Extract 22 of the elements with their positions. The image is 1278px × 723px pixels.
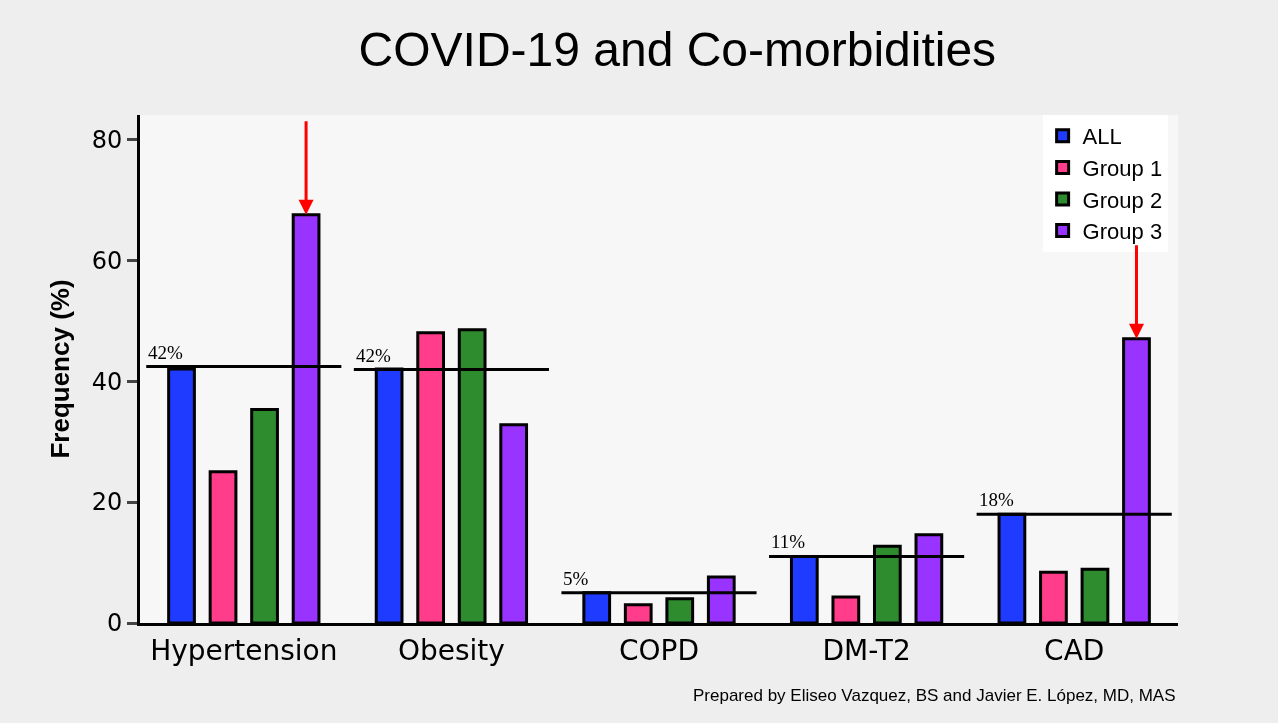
x-tick-label: DM-T2 xyxy=(822,633,911,667)
x-tick-label: Obesity xyxy=(397,633,505,667)
ref-line-label: 11% xyxy=(771,531,806,552)
legend-label: ALL xyxy=(1082,124,1122,150)
x-tick-label: Hypertension xyxy=(150,633,338,667)
legend-label: Group 1 xyxy=(1082,155,1163,181)
y-tick-label: 0 xyxy=(106,609,123,638)
ref-line-label: 42% xyxy=(356,345,391,366)
ref-line-label: 42% xyxy=(148,342,183,363)
ref-line-label: 18% xyxy=(979,489,1014,510)
ref-line-label: 5% xyxy=(563,568,589,589)
legend-label: Group 3 xyxy=(1082,219,1163,245)
y-tick-label: 40 xyxy=(91,367,123,396)
text: Prepared by Eliseo Vazquez, BS and Javier E. López, MD, MAS xyxy=(693,686,1176,705)
legend-label: Group 2 xyxy=(1082,187,1163,213)
y-tick-label: 80 xyxy=(91,125,123,154)
x-tick-label: CAD xyxy=(1044,633,1105,667)
x-tick-label: COPD xyxy=(618,633,700,667)
chart-title: COVID-19 and Co-morbidities xyxy=(358,23,997,77)
y-axis-title: Frequency (%) xyxy=(45,279,76,459)
y-tick-label: 60 xyxy=(91,246,123,275)
y-tick-label: 20 xyxy=(91,488,123,517)
